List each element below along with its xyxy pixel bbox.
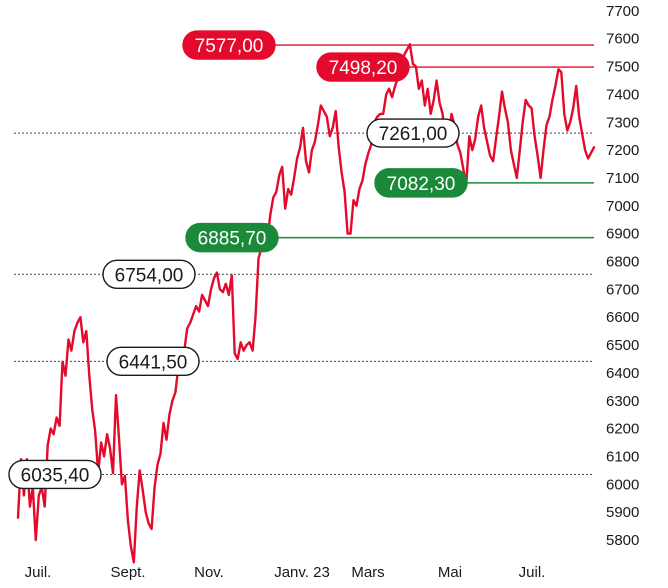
x-tick-label: Nov.: [194, 564, 224, 581]
y-tick-label: 7300: [606, 114, 639, 131]
level-badge-label: 7261,00: [379, 124, 448, 145]
y-tick-label: 7600: [606, 31, 639, 48]
level-badge-label: 7498,20: [329, 58, 398, 79]
level-badge-bg: [8, 459, 102, 490]
level-badge-label: 6754,00: [115, 265, 184, 286]
level-badge-label: 6441,50: [119, 352, 188, 373]
x-tick-label: Sept.: [110, 564, 145, 581]
level-badge: 6035,40: [8, 459, 102, 490]
level-badge-label: 6035,40: [21, 465, 90, 486]
y-tick-label: 7100: [606, 170, 639, 187]
level-badge-label: 7082,30: [387, 174, 456, 195]
y-tick-label: 7000: [606, 198, 639, 215]
y-tick-label: 7500: [606, 59, 639, 76]
y-tick-label: 6300: [606, 393, 639, 410]
x-tick-label: Mars: [351, 564, 384, 581]
y-tick-label: 6400: [606, 365, 639, 382]
level-badge-bg: [316, 52, 410, 82]
level-badge: 7082,30: [374, 168, 468, 198]
x-tick-label: Juil.: [519, 564, 546, 581]
level-badge-bg: [106, 346, 200, 377]
level-badge-label: 6885,70: [198, 229, 267, 250]
y-tick-label: 6600: [606, 309, 639, 326]
y-tick-label: 6000: [606, 476, 639, 493]
x-tick-label: Mai: [438, 564, 462, 581]
x-tick-label: Janv. 23: [274, 564, 330, 581]
y-tick-label: 6500: [606, 337, 639, 354]
level-badge-label: 7577,00: [195, 36, 264, 57]
x-tick-label: Juil.: [25, 564, 52, 581]
y-tick-label: 6900: [606, 226, 639, 243]
y-tick-label: 6200: [606, 421, 639, 438]
level-badge: 6754,00: [102, 259, 196, 290]
level-badge-bg: [185, 222, 279, 253]
level-badge-bg: [366, 118, 460, 148]
level-badge: 7261,00: [366, 118, 460, 148]
y-tick-label: 5800: [606, 532, 639, 549]
y-tick-label: 6100: [606, 448, 639, 465]
level-badge-bg: [182, 30, 276, 60]
y-tick-label: 7200: [606, 142, 639, 159]
level-badge: 7498,20: [316, 52, 410, 82]
y-tick-label: 7700: [606, 3, 639, 20]
price-series-line: [16, 43, 596, 564]
y-tick-label: 5900: [606, 504, 639, 521]
y-tick-label: 6700: [606, 281, 639, 298]
y-tick-label: 6800: [606, 254, 639, 271]
level-badge: 6885,70: [185, 222, 279, 253]
y-tick-label: 7400: [606, 86, 639, 103]
level-badge: 6441,50: [106, 346, 200, 377]
level-badge-bg: [102, 259, 196, 290]
level-badge: 7577,00: [182, 30, 276, 60]
level-badge-bg: [374, 168, 468, 198]
